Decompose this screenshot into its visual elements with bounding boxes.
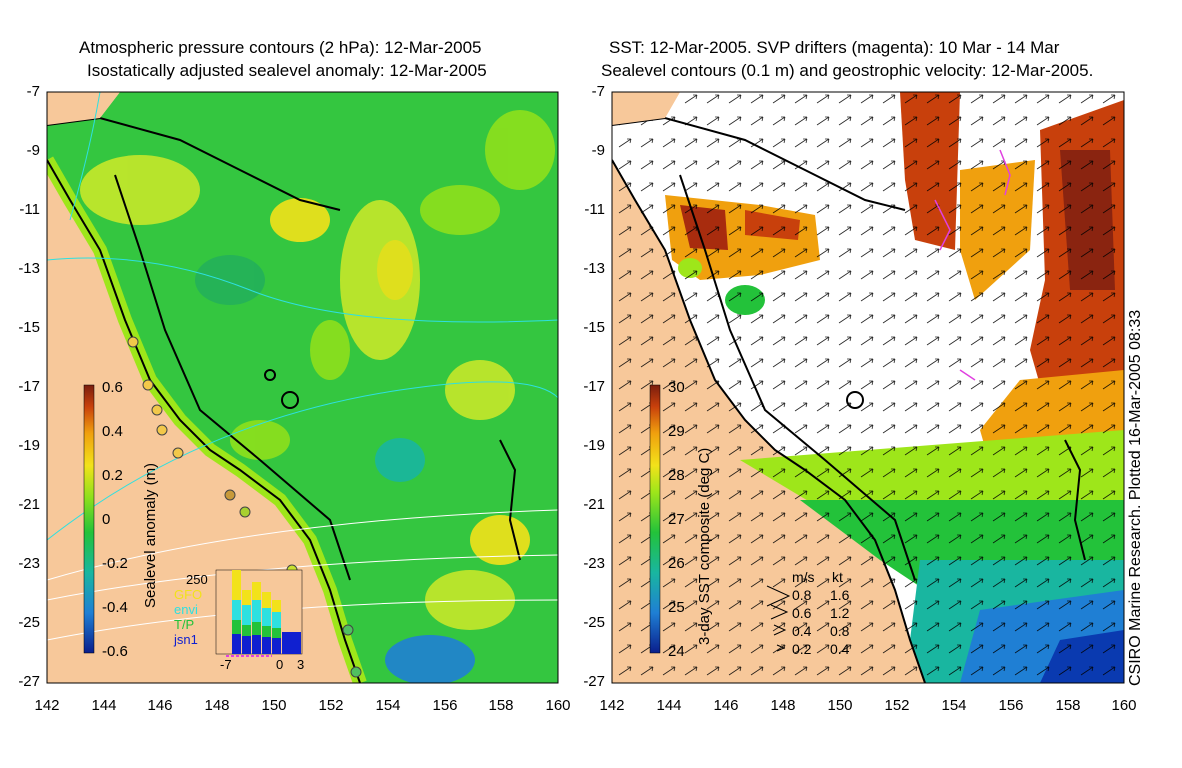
right-x-tick: 154 [941, 697, 967, 714]
left-colorbar-tick: 0 [102, 511, 111, 528]
velocity-legend-ms: 0.6 [792, 605, 812, 621]
left-y-tick: -9 [26, 142, 40, 159]
right-y-tick: -27 [583, 673, 605, 690]
histogram-x-label: -7 [220, 657, 232, 672]
histogram-legend-envi: envi [174, 602, 198, 617]
left-x-tick: 154 [375, 697, 401, 714]
left-x-tick: 160 [545, 697, 571, 714]
right-colorbar-label: 3-day SST composite (deg C) [696, 447, 713, 645]
right-x-tick: 144 [656, 697, 682, 714]
left-colorbar-tick: 0.6 [102, 379, 123, 396]
right-colorbar-tick: 28 [668, 467, 685, 484]
histogram-legend-tp: T/P [174, 617, 195, 632]
left-colorbar-tick: -0.4 [102, 599, 128, 616]
left-y-tick: -7 [26, 83, 40, 100]
right-colorbar-tick: 25 [668, 599, 685, 616]
right-colorbar-tick: 30 [668, 379, 685, 396]
histogram-x-label: 0 [276, 657, 284, 672]
right-colorbar-tick: 24 [668, 643, 685, 660]
right-map-frame [611, 91, 1125, 684]
credit-text: CSIRO Marine Research. Plotted 16-Mar-20… [1127, 309, 1144, 686]
velocity-legend-header-kt: kt [832, 569, 843, 585]
left-y-tick: -23 [18, 555, 40, 572]
left-title-line1: Atmospheric pressure contours (2 hPa): 1… [79, 38, 482, 57]
histogram-ymax: 250 [186, 572, 208, 587]
right-map [612, 92, 1124, 683]
right-y-tick: -11 [584, 201, 605, 218]
velocity-legend-ms: 0.8 [792, 587, 812, 603]
right-y-tick: -15 [583, 319, 605, 336]
right-y-tick: -7 [591, 83, 605, 100]
left-x-tick: 152 [318, 697, 344, 714]
left-x-tick: 144 [91, 697, 117, 714]
right-x-tick: 148 [770, 697, 796, 714]
left-y-tick: -13 [18, 260, 40, 277]
left-y-tick: -17 [18, 378, 40, 395]
histogram-inset [215, 569, 303, 657]
right-x-tick: 160 [1111, 697, 1137, 714]
velocity-legend-ms: 0.2 [792, 641, 812, 657]
left-x-tick: 150 [261, 697, 287, 714]
right-y-tick: -23 [583, 555, 605, 572]
left-colorbar-tick: 0.2 [102, 467, 123, 484]
right-y-tick: -17 [583, 378, 605, 395]
left-x-tick: 158 [488, 697, 514, 714]
left-colorbar-label: Sealevel anomaly (m) [142, 462, 159, 608]
right-colorbar-tick: 29 [668, 423, 685, 440]
velocity-legend-kt: 1.6 [830, 587, 850, 603]
left-colorbar-tick: -0.2 [102, 555, 128, 572]
left-title-line2: Isostatically adjusted sealevel anomaly:… [87, 61, 487, 80]
left-x-tick: 148 [204, 697, 230, 714]
left-coastline [47, 159, 361, 683]
velocity-legend-kt: 0.8 [830, 623, 850, 639]
right-x-tick: 158 [1055, 697, 1081, 714]
right-x-tick: 142 [599, 697, 625, 714]
left-y-tick: -21 [18, 496, 40, 513]
left-y-tick: -19 [18, 437, 40, 454]
left-x-tick: 146 [147, 697, 173, 714]
left-map-frame [46, 91, 559, 684]
left-x-tick: 142 [34, 697, 60, 714]
right-x-tick: 150 [827, 697, 853, 714]
left-x-tick: 156 [432, 697, 458, 714]
left-colorbar-tick: -0.6 [102, 643, 128, 660]
right-y-tick: -9 [591, 142, 605, 159]
histogram-legend-jsn1: jsn1 [174, 632, 198, 647]
right-y-tick: -19 [583, 437, 605, 454]
right-y-tick: -21 [583, 496, 605, 513]
right-title-line2: Sealevel contours (0.1 m) and geostrophi… [601, 61, 1094, 80]
right-y-tick: -25 [583, 614, 605, 631]
velocity-legend-header-ms: m/s [792, 569, 815, 585]
left-map [47, 92, 558, 683]
right-y-tick: -13 [583, 260, 605, 277]
right-coastline [612, 159, 926, 683]
left-y-tick: -25 [18, 614, 40, 631]
left-ocean [47, 92, 558, 683]
velocity-legend-arrows [766, 585, 791, 652]
velocity-legend-ms: 0.4 [792, 623, 812, 639]
left-y-tick: -15 [18, 319, 40, 336]
histogram-legend-gfo: GFO [174, 587, 203, 602]
histogram-x-label: 3 [297, 657, 305, 672]
right-colorbar-tick: 26 [668, 555, 685, 572]
velocity-legend-kt: 0.4 [830, 641, 850, 657]
right-colorbar [649, 384, 661, 654]
velocity-legend-kt: 1.2 [830, 605, 850, 621]
right-x-tick: 156 [998, 697, 1024, 714]
left-y-tick: -11 [19, 201, 40, 218]
left-y-tick: -27 [18, 673, 40, 690]
right-colorbar-tick: 27 [668, 511, 685, 528]
right-title-line1: SST: 12-Mar-2005. SVP drifters (magenta)… [609, 38, 1060, 57]
left-colorbar-tick: 0.4 [102, 423, 123, 440]
right-x-tick: 152 [884, 697, 910, 714]
left-colorbar [83, 384, 95, 654]
right-x-tick: 146 [713, 697, 739, 714]
